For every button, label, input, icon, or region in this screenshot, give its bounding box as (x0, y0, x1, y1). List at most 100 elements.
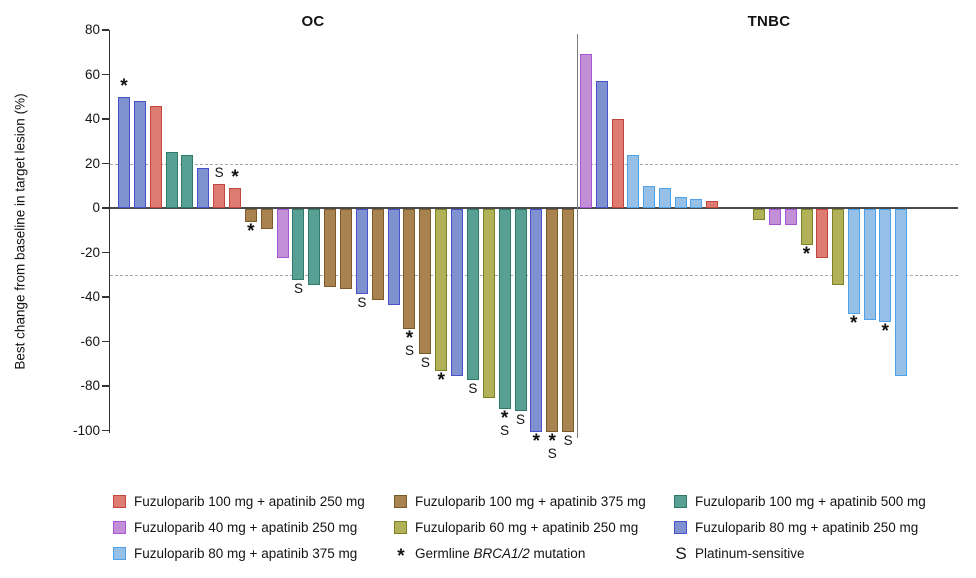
bar (276, 209, 289, 258)
legend-label: Fuzuloparib 100 mg + apatinib 500 mg (695, 493, 926, 509)
legend-item: Fuzuloparib 60 mg + apatinib 250 mg (394, 514, 646, 540)
y-axis-tick (102, 73, 109, 76)
bar (706, 201, 718, 208)
bar (419, 209, 432, 354)
y-axis-tick-label: 40 (84, 111, 100, 126)
y-axis-tick (102, 207, 109, 209)
platinum-sensitive-marker: S (214, 164, 224, 180)
legend-label: Fuzuloparib 40 mg + apatinib 250 mg (134, 519, 358, 535)
oc-panel-title: OC (301, 13, 325, 30)
platinum-sensitive-marker: S (293, 281, 303, 297)
bar (229, 187, 242, 208)
bar (643, 185, 655, 208)
bar (482, 209, 495, 399)
bar (149, 105, 162, 208)
platinum-sensitive-marker: S (357, 294, 367, 310)
y-axis-tick-label: 0 (92, 200, 100, 215)
germline-brca-marker: * (850, 312, 858, 334)
legend-item: Fuzuloparib 40 mg + apatinib 250 mg (113, 514, 365, 540)
bar (832, 209, 844, 285)
germline-brca-marker: * (548, 430, 556, 452)
legend-swatch (394, 494, 407, 508)
bar (690, 199, 703, 208)
y-axis-tick (102, 429, 109, 432)
germline-brca-marker: * (405, 328, 414, 350)
bar (530, 209, 543, 432)
legend-swatch (113, 546, 126, 560)
bar (435, 209, 448, 372)
y-axis-tick (102, 118, 109, 120)
y-axis-line (108, 30, 110, 433)
legend-label: Fuzuloparib 100 mg + apatinib 250 mg (134, 493, 365, 509)
legend-swatch (674, 494, 687, 508)
bar (658, 187, 671, 208)
bar (387, 209, 400, 305)
bar (133, 101, 146, 208)
platinum-sensitive-marker: S (404, 343, 414, 359)
platinum-sensitive-marker: S (500, 423, 510, 439)
legend-item: Fuzuloparib 100 mg + apatinib 250 mg (113, 488, 365, 514)
bar (674, 196, 687, 208)
platinum-sensitive-marker: S (547, 445, 557, 461)
bar (595, 81, 608, 208)
bar (197, 167, 210, 208)
germline-brca-marker: * (802, 243, 811, 265)
bar (847, 209, 860, 314)
germline-brca-marker: * (120, 75, 128, 97)
legend-label: Germline BRCA1/2 mutation (415, 545, 586, 561)
y-axis-tick (102, 29, 109, 31)
platinum-sensitive-marker: S (563, 432, 573, 448)
legend-swatch (113, 494, 126, 508)
germline-brca-symbol: * (397, 545, 405, 567)
bar (863, 209, 876, 321)
bar (514, 209, 527, 412)
bar (213, 183, 226, 208)
bar (895, 209, 907, 376)
bar (611, 119, 624, 208)
bar (580, 54, 592, 208)
y-axis-tick-label: -100 (72, 422, 100, 438)
legend-item: * Germline BRCA1/2 mutation (394, 540, 646, 566)
y-axis-label: Best change from baseline in target lesi… (12, 93, 28, 370)
reference-line-20 (110, 163, 958, 165)
platinum-sensitive-symbol: S (675, 543, 687, 563)
tnbc-panel-title: TNBC (747, 13, 791, 30)
germline-brca-marker: * (437, 370, 445, 392)
legend-item: Fuzuloparib 100 mg + apatinib 500 mg (674, 488, 926, 514)
bar (371, 209, 384, 301)
germline-brca-marker: * (532, 430, 541, 452)
y-axis-tick (102, 162, 109, 165)
bar (784, 209, 797, 225)
bar (546, 209, 559, 432)
bar (118, 96, 130, 208)
legend-swatch (674, 520, 687, 534)
bar (466, 209, 479, 381)
bar (498, 209, 511, 410)
bar (181, 154, 194, 208)
bar (340, 209, 353, 290)
germline-brca-marker: * (247, 221, 255, 243)
bar (260, 209, 273, 230)
y-axis-tick-label: 80 (84, 22, 100, 37)
platinum-sensitive-marker: S (420, 354, 430, 370)
platinum-sensitive-marker: S (468, 381, 478, 397)
bar (627, 154, 640, 208)
y-axis-tick (102, 296, 109, 298)
bar (308, 209, 321, 285)
y-axis-tick-label: -80 (80, 378, 100, 393)
platinum-sensitive-marker: S (515, 412, 525, 428)
bar (403, 209, 416, 330)
legend-label: Platinum-sensitive (695, 545, 805, 561)
y-axis-tick-label: -40 (80, 289, 100, 304)
legend-column: Fuzuloparib 100 mg + apatinib 375 mg Fuzu… (394, 488, 646, 566)
legend-item: Fuzuloparib 80 mg + apatinib 375 mg (113, 540, 365, 566)
bar (879, 209, 892, 323)
legend-swatch (394, 520, 407, 534)
legend-label: Fuzuloparib 80 mg + apatinib 375 mg (134, 545, 358, 561)
legend-column: Fuzuloparib 100 mg + apatinib 500 mg Fuzu… (674, 488, 926, 566)
zero-baseline (110, 207, 958, 209)
y-axis-tick-label: 60 (84, 66, 100, 82)
y-axis-tick-label: 20 (84, 155, 100, 171)
bar (816, 209, 829, 258)
